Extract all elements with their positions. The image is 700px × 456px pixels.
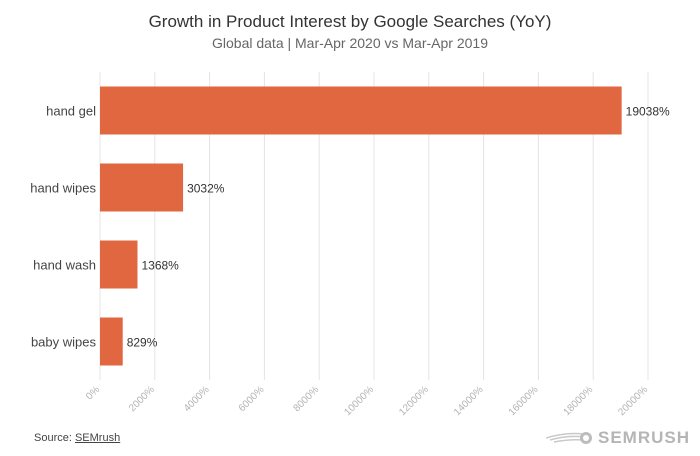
bar: [100, 317, 123, 366]
category-label: hand gel: [46, 104, 96, 119]
x-tick-label: 10000%: [342, 384, 376, 418]
bar: [100, 86, 622, 135]
x-tick-label: 2000%: [127, 384, 157, 414]
bar: [100, 240, 138, 289]
source-link[interactable]: SEMrush: [74, 432, 121, 444]
source-note: Source: SEMrush: [34, 432, 120, 444]
x-tick-label: 16000%: [507, 384, 541, 418]
logo-text: SEMRUSH: [598, 428, 691, 447]
chart-subtitle: Global data | Mar-Apr 2020 vs Mar-Apr 20…: [212, 35, 488, 51]
data-label: 829%: [127, 336, 158, 350]
data-label: 3032%: [187, 182, 225, 196]
x-tick-label: 18000%: [562, 384, 596, 418]
x-tick-label: 6000%: [237, 384, 267, 414]
x-tick-label: 12000%: [397, 384, 431, 418]
x-tick-label: 4000%: [182, 384, 212, 414]
bar: [100, 163, 184, 212]
category-label: hand wipes: [30, 181, 96, 196]
x-tick-label: 20000%: [616, 384, 650, 418]
x-tick-label: 8000%: [292, 384, 322, 414]
chart-title: Growth in Product Interest by Google Sea…: [148, 12, 552, 31]
data-label: 1368%: [141, 259, 179, 273]
data-label: 19038%: [626, 105, 670, 119]
category-label: hand wash: [33, 258, 96, 273]
category-label: baby wipes: [31, 335, 97, 350]
x-tick-label: 0%: [84, 384, 102, 402]
source-prefix: Source:: [34, 432, 75, 444]
x-tick-label: 14000%: [452, 384, 486, 418]
semrush-logo: SEMRUSH: [546, 426, 690, 450]
comet-icon: [546, 432, 592, 444]
